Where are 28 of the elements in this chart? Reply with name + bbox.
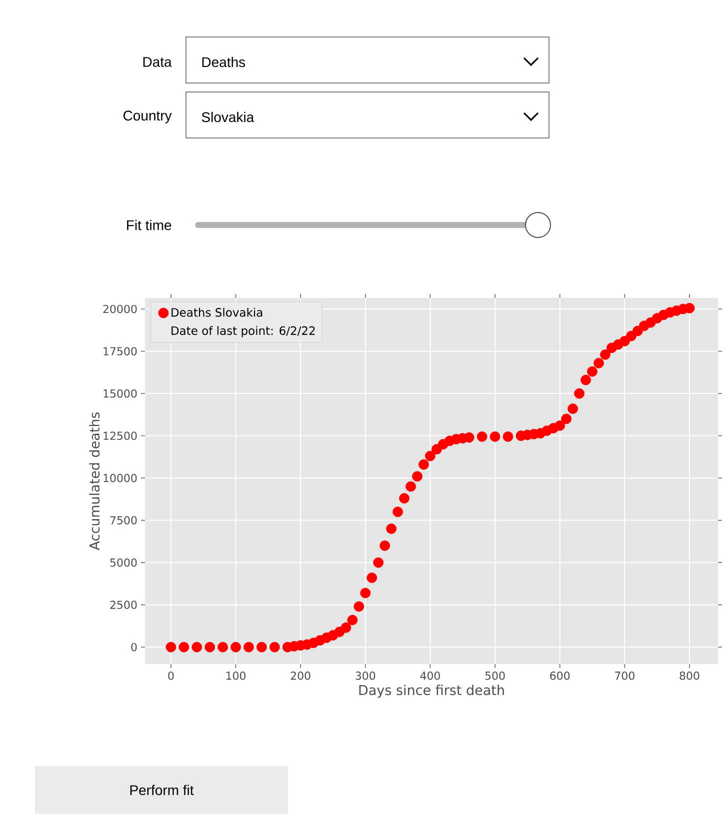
x-tick-label: 800 [680,672,700,680]
y-tick-label: 15000 [104,389,137,398]
x-tick-label: 200 [290,672,310,680]
text: Fit time [127,220,172,230]
y-tick-label: 0 [131,642,137,652]
x-tick-label: 500 [485,672,505,680]
x-tick-label: 600 [550,672,570,680]
annotation: Date of last point: 6/2/22 [172,326,315,338]
x-tick-label: 300 [356,672,376,680]
y-tick-label: 5000 [110,558,137,567]
y-tick-label: 20000 [103,304,137,314]
y-tick-label: 7500 [110,516,137,524]
text: Data [143,57,172,67]
text: Perform fit [130,784,194,796]
x-tick-label: 0 [168,672,174,680]
text: Slovakia [202,112,254,122]
x-axis-title: Days since first death [359,684,504,698]
y-tick-label: 10000 [104,474,137,482]
text: Deaths [202,56,246,68]
x-tick-label: 100 [226,672,246,680]
x-tick-label: 400 [420,672,440,680]
y-tick-label: 2500 [110,600,137,609]
y-tick-label: 17500 [104,347,137,356]
legend-label: Deaths Slovakia [172,308,262,317]
text: Country [123,110,172,124]
y-axis-title: Accumulated deaths [89,412,100,550]
y-tick-label: 12500 [104,432,137,440]
x-tick-label: 700 [615,672,634,680]
